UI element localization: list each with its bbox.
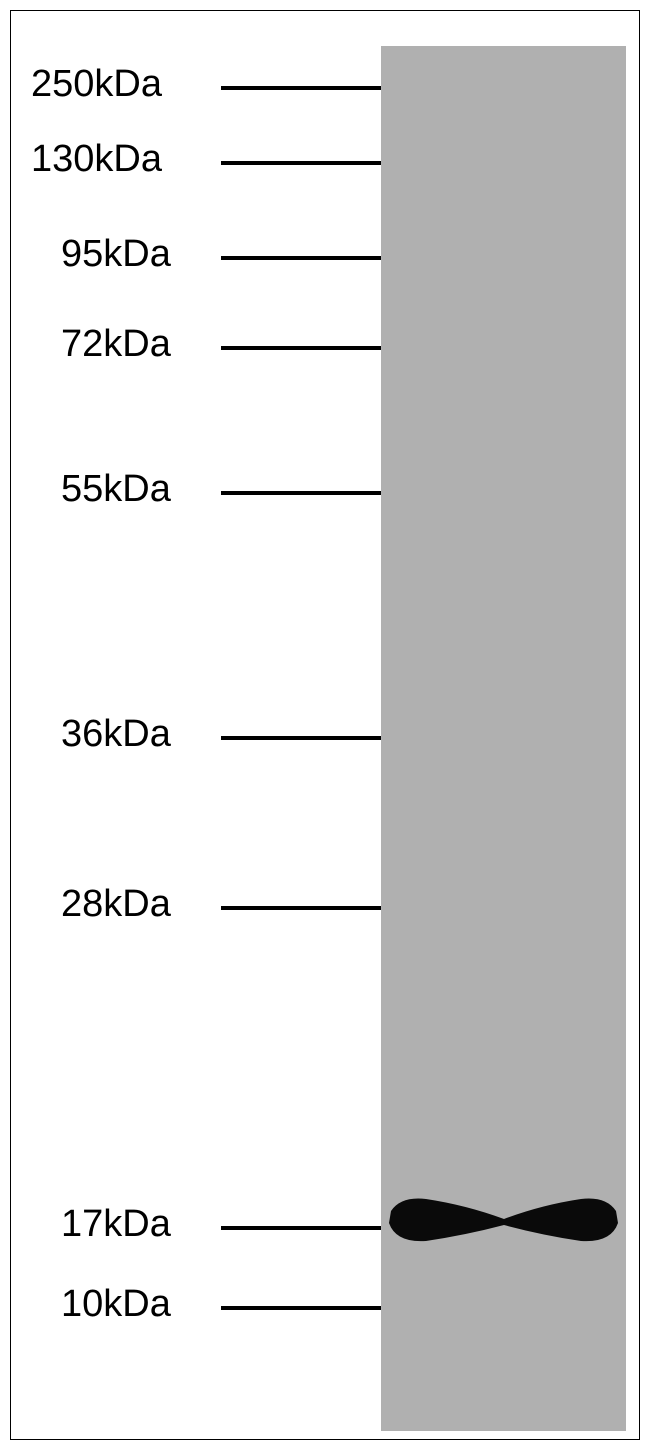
marker-tick <box>221 161 381 165</box>
marker-tick <box>221 736 381 740</box>
marker-tick <box>221 491 381 495</box>
marker-label: 10kDa <box>61 1283 171 1326</box>
blot-container: 250kDa 130kDa 95kDa 72kDa 55kDa 36kDa 28kDa 17k… <box>10 10 640 1440</box>
marker-tick <box>221 256 381 260</box>
protein-band <box>386 1191 621 1251</box>
marker-label: 36kDa <box>61 713 171 756</box>
marker-label: 55kDa <box>61 468 171 511</box>
marker-label: 250kDa <box>31 63 162 106</box>
marker-label: 28kDa <box>61 883 171 926</box>
marker-tick <box>221 346 381 350</box>
marker-tick <box>221 906 381 910</box>
marker-label: 72kDa <box>61 323 171 366</box>
marker-label: 17kDa <box>61 1203 171 1246</box>
marker-label: 130kDa <box>31 138 162 181</box>
marker-tick <box>221 1226 381 1230</box>
marker-tick <box>221 86 381 90</box>
marker-tick <box>221 1306 381 1310</box>
marker-label: 95kDa <box>61 233 171 276</box>
